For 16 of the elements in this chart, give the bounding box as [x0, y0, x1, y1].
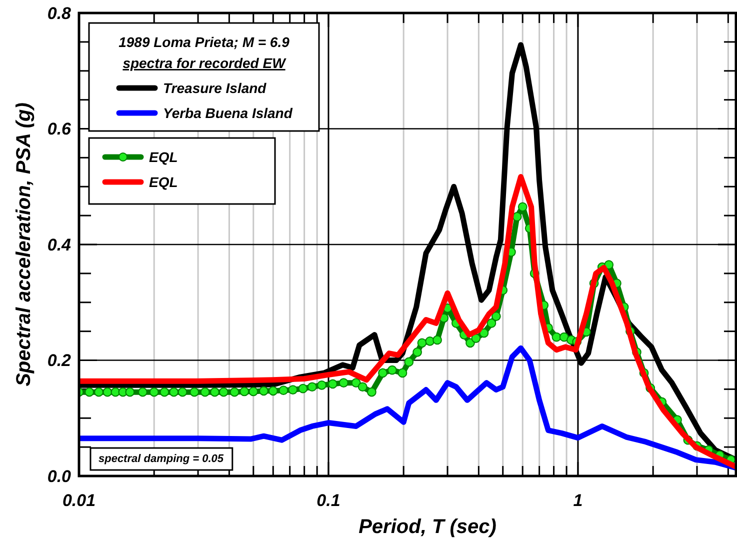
- x-axis-title: Period, T (sec): [358, 516, 497, 538]
- legend-label: EQL: [149, 149, 178, 165]
- legend-label: Treasure Island: [163, 80, 267, 96]
- legend-label: EQL: [149, 174, 178, 190]
- y-tick-label: 0.2: [47, 351, 72, 370]
- legend-title: 1989 Loma Prieta; M = 6.9 spectra for recorded EW: [118, 34, 290, 71]
- y-tick-label: 0.4: [47, 235, 72, 254]
- x-tick-label: 0.1: [316, 491, 340, 510]
- legend-label: Yerba Buena Island: [163, 105, 293, 121]
- x-tick-label: 1: [573, 491, 583, 510]
- y-tick-label: 0.8: [47, 4, 72, 23]
- x-tick-label: 0.01: [62, 491, 96, 510]
- y-axis-title: Spectral acceleration, PSA (g): [13, 102, 35, 386]
- y-tick-label: 0.0: [47, 466, 72, 486]
- annotation: spectral damping = 0.05: [98, 453, 224, 465]
- y-tick-label: 0.6: [47, 120, 72, 139]
